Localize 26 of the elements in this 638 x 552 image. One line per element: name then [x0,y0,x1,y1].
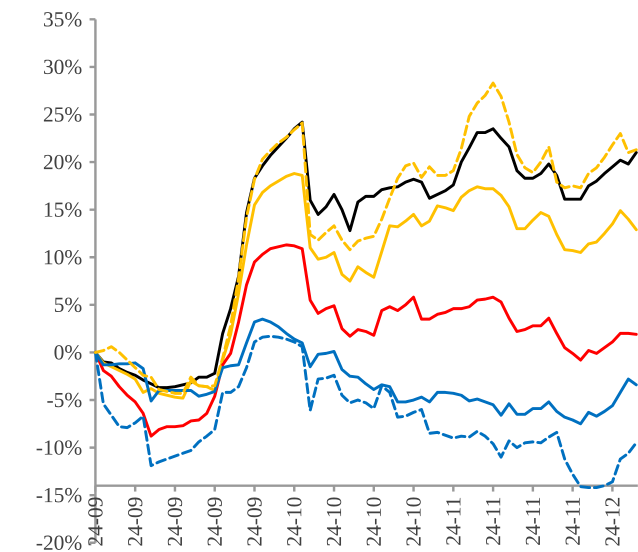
y-tick-label: -5% [47,392,82,408]
x-tick-label: 24-10 [287,497,302,546]
x-tick-label: 24-11 [446,498,460,545]
x-tick-label: 24-09 [128,498,142,546]
y-tick-label: 25% [44,107,82,122]
x-tick-label: 24-11 [486,498,500,545]
y-tick-label: 5% [54,298,82,312]
x-tick-label: 24-09 [207,498,222,546]
x-tick-label: 24-09 [247,498,262,546]
x-tick-label: 24-12 [605,498,620,546]
y-tick-label: -10% [36,440,82,455]
y-tick-label: 0% [54,345,82,360]
y-tick-label: 35% [44,12,82,27]
y-tick-label: -15% [36,488,82,502]
x-tick-label: 24-11 [566,498,580,545]
y-tick-label: -20% [36,535,82,550]
y-tick-label: 20% [44,154,82,170]
x-tick-label: 24-10 [366,497,382,546]
x-tick-label: 24-10 [406,497,421,546]
y-tick-label: 10% [44,250,82,264]
x-tick-label: 24-09 [88,498,103,546]
x-tick-label: 24-10 [326,497,342,546]
x-tick-label: 24-11 [526,498,540,545]
y-tick-label: 15% [44,202,82,217]
x-tick-label: 24-09 [168,498,182,546]
y-tick-label: 30% [44,60,82,74]
